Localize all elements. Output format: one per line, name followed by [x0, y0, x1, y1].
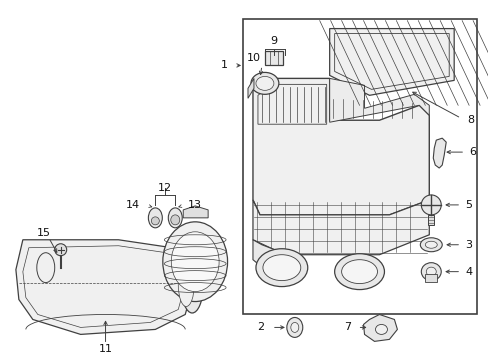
Ellipse shape [170, 215, 180, 225]
Text: 7: 7 [344, 323, 351, 332]
Ellipse shape [290, 323, 298, 332]
Bar [243, 19, 476, 315]
Polygon shape [264, 50, 282, 66]
Text: 6: 6 [468, 147, 475, 157]
Polygon shape [16, 240, 192, 334]
Ellipse shape [148, 208, 162, 228]
Ellipse shape [421, 263, 440, 280]
Text: 14: 14 [126, 200, 140, 210]
Polygon shape [252, 240, 294, 278]
Ellipse shape [375, 324, 386, 334]
Polygon shape [363, 315, 397, 341]
Ellipse shape [181, 258, 203, 313]
Circle shape [55, 244, 66, 256]
Text: 9: 9 [270, 36, 277, 46]
Polygon shape [427, 215, 433, 225]
Text: 13: 13 [188, 200, 202, 210]
Ellipse shape [255, 76, 273, 90]
Polygon shape [252, 200, 428, 255]
Text: 2: 2 [256, 323, 264, 332]
Ellipse shape [151, 217, 159, 225]
Ellipse shape [178, 263, 194, 306]
Text: 8: 8 [466, 115, 473, 125]
Ellipse shape [341, 260, 377, 284]
Ellipse shape [286, 318, 302, 337]
Ellipse shape [255, 249, 307, 287]
Circle shape [421, 195, 440, 215]
Ellipse shape [334, 254, 384, 289]
Text: 10: 10 [246, 54, 261, 63]
Text: 4: 4 [464, 267, 471, 276]
Ellipse shape [425, 241, 436, 248]
Text: 15: 15 [37, 228, 51, 238]
Ellipse shape [171, 232, 219, 292]
Text: 5: 5 [464, 200, 471, 210]
Polygon shape [183, 206, 208, 218]
Ellipse shape [426, 267, 435, 276]
Ellipse shape [420, 238, 441, 252]
Polygon shape [432, 138, 446, 168]
Ellipse shape [163, 222, 227, 302]
Polygon shape [252, 78, 428, 215]
Polygon shape [329, 78, 428, 122]
Polygon shape [247, 78, 253, 98]
Polygon shape [329, 28, 453, 95]
Text: 12: 12 [158, 183, 172, 193]
Text: 11: 11 [99, 345, 112, 354]
Polygon shape [425, 274, 436, 282]
Text: 1: 1 [221, 60, 227, 71]
Ellipse shape [168, 208, 182, 228]
Ellipse shape [263, 255, 300, 280]
Text: 3: 3 [464, 240, 471, 250]
Ellipse shape [250, 72, 278, 94]
